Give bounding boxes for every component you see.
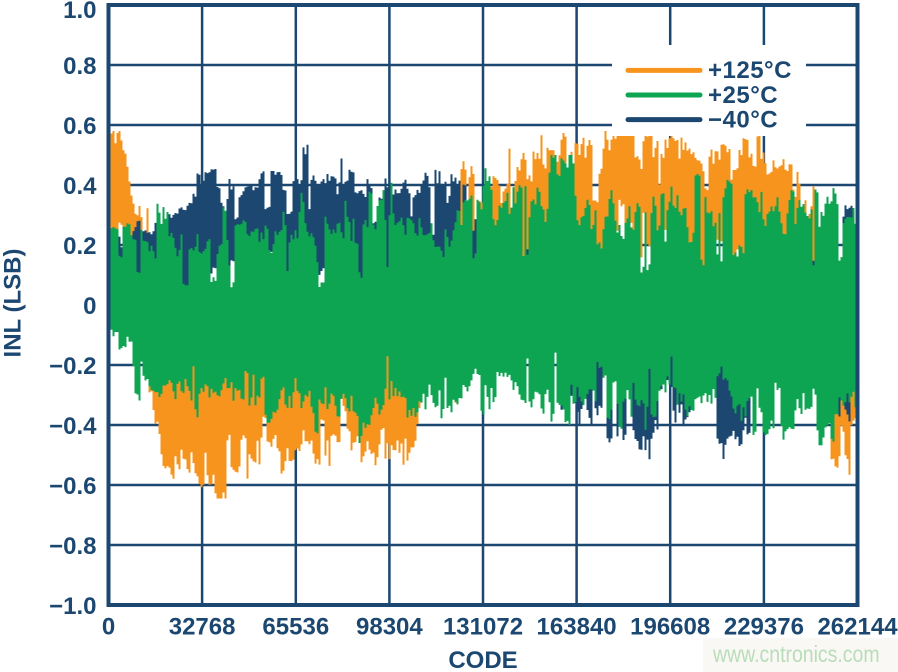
svg-text:1.0: 1.0	[63, 0, 96, 24]
svg-text:+25°C: +25°C	[708, 82, 778, 109]
svg-text:32768: 32768	[169, 614, 236, 641]
svg-text:−0.2: −0.2	[49, 353, 96, 380]
svg-text:www.cntronics.com: www.cntronics.com	[712, 641, 879, 667]
svg-text:−0.8: −0.8	[49, 533, 96, 560]
svg-text:0.4: 0.4	[63, 173, 97, 200]
svg-text:262144: 262144	[817, 614, 898, 641]
svg-text:131072: 131072	[443, 614, 523, 641]
svg-text:CODE: CODE	[448, 647, 517, 672]
svg-text:229376: 229376	[724, 614, 804, 641]
svg-text:−0.6: −0.6	[49, 473, 96, 500]
svg-text:163840: 163840	[537, 614, 617, 641]
svg-text:196608: 196608	[630, 614, 710, 641]
svg-text:−0.4: −0.4	[49, 413, 97, 440]
svg-text:−1.0: −1.0	[49, 593, 96, 620]
svg-text:−40°C: −40°C	[708, 106, 778, 133]
svg-text:65536: 65536	[262, 614, 329, 641]
svg-text:INL (LSB): INL (LSB)	[0, 249, 27, 358]
svg-text:0.8: 0.8	[63, 53, 96, 80]
svg-text:0: 0	[102, 614, 115, 641]
svg-text:0.6: 0.6	[63, 113, 96, 140]
svg-text:0: 0	[83, 293, 96, 320]
svg-text:+125°C: +125°C	[708, 57, 792, 84]
svg-text:98304: 98304	[356, 614, 423, 641]
svg-text:0.2: 0.2	[63, 233, 96, 260]
